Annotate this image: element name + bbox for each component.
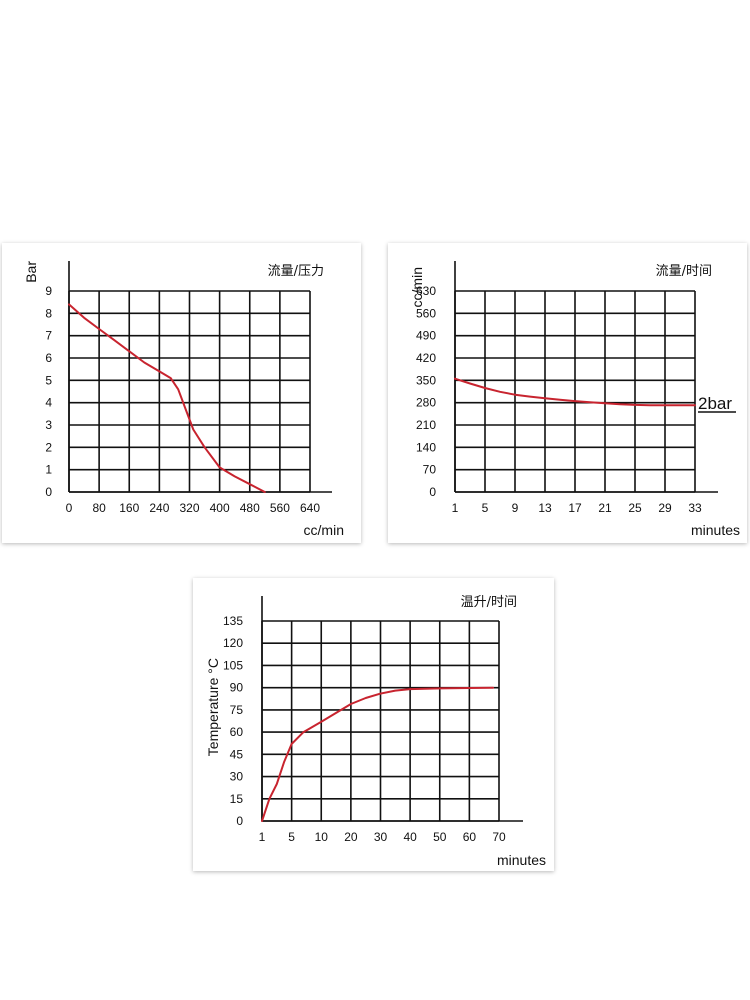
chart3-title: 温升/时间 <box>461 595 517 610</box>
chart2-axes <box>454 261 718 493</box>
chart1-y-tick-label: 8 <box>45 306 52 320</box>
chart2-y-tick-label: 490 <box>416 329 436 343</box>
chart3-series-line <box>261 686 495 822</box>
chart2-y-tick-label: 420 <box>416 351 436 365</box>
chart1-y-tick-label: 5 <box>45 373 52 387</box>
chart1-x-axis-label: cc/min <box>304 522 344 538</box>
flow-time-chart: 1 5 9 13 17 21 25 29 33 0 70 140 210 280 350 420 490 560 6… <box>409 261 740 538</box>
chart1-x-tick-label: 80 <box>92 501 106 515</box>
chart2-y-tick-label: 280 <box>416 396 436 410</box>
chart1-series-line <box>68 303 266 493</box>
chart3-x-tick-label: 20 <box>344 830 358 844</box>
chart1-y-tick-label: 3 <box>45 418 52 432</box>
chart3-y-tick-label: 15 <box>230 792 244 806</box>
chart3-y-tick-label: 90 <box>230 681 244 695</box>
flow-pressure-chart: 0 80 160 240 320 400 480 560 640 0 1 2 3 4 5 6 7 8 9 流量/压力 c… <box>23 261 344 538</box>
chart3-y-tick-label: 30 <box>230 770 244 784</box>
chart1-y-tick-label: 0 <box>45 485 52 499</box>
chart1-grid <box>68 290 311 493</box>
chart3-y-tick-label: 60 <box>230 725 244 739</box>
chart3-x-tick-label: 10 <box>315 830 329 844</box>
chart2-y-tick-label: 140 <box>416 440 436 454</box>
chart2-x-tick-label: 17 <box>568 501 582 515</box>
chart1-y-tick-label: 4 <box>45 396 52 410</box>
chart1-x-tick-label: 0 <box>66 501 73 515</box>
chart3-y-tick-label: 0 <box>236 814 243 828</box>
chart3-axes <box>261 596 523 822</box>
chart3-y-tick-label: 75 <box>230 703 244 717</box>
chart2-annotation: 2bar <box>698 394 732 413</box>
chart3-x-tick-label: 1 <box>259 830 266 844</box>
chart2-y-tick-label: 0 <box>429 485 436 499</box>
chart2-x-tick-label: 5 <box>482 501 489 515</box>
chart1-x-tick-label: 640 <box>300 501 320 515</box>
chart1-y-tick-label: 6 <box>45 351 52 365</box>
chart3-x-axis-label: minutes <box>497 852 546 868</box>
chart3-y-tick-label: 120 <box>223 636 243 650</box>
chart2-x-tick-label: 13 <box>538 501 552 515</box>
chart1-x-tick-label: 160 <box>119 501 139 515</box>
chart2-x-tick-label: 1 <box>452 501 459 515</box>
chart3-x-tick-label: 30 <box>374 830 388 844</box>
chart1-y-axis-label: Bar <box>23 261 39 283</box>
chart1-x-tick-label: 240 <box>149 501 169 515</box>
chart1-y-tick-label: 1 <box>45 463 52 477</box>
chart2-y-tick-label: 70 <box>423 463 437 477</box>
chart2-y-tick-label: 560 <box>416 306 436 320</box>
temperature-time-chart-panel: 1 5 10 20 30 40 50 60 70 0 15 30 45 60 75 90 105 120 135 温升… <box>193 578 554 871</box>
chart1-y-tick-label: 9 <box>45 284 52 298</box>
chart3-x-tick-label: 5 <box>288 830 295 844</box>
chart3-x-tick-label: 40 <box>403 830 417 844</box>
chart1-y-tick-label: 7 <box>45 329 52 343</box>
chart3-y-tick-label: 135 <box>223 614 243 628</box>
chart2-series-line <box>454 377 696 407</box>
chart2-grid <box>454 290 696 493</box>
chart3-y-tick-label: 45 <box>230 747 244 761</box>
chart1-x-tick-label: 320 <box>179 501 199 515</box>
temperature-time-chart: 1 5 10 20 30 40 50 60 700153045607590105120135温升… <box>205 595 546 868</box>
chart3-x-tick-label: 60 <box>463 830 477 844</box>
chart3-x-tick-label: 50 <box>433 830 447 844</box>
chart3-y-axis-label: Temperature °C <box>205 658 221 756</box>
chart2-y-tick-label: 210 <box>416 418 436 432</box>
chart2-x-tick-label: 25 <box>628 501 642 515</box>
chart2-x-tick-label: 33 <box>688 501 702 515</box>
chart2-y-tick-label: 630 <box>416 284 436 298</box>
chart2-x-axis-label: minutes <box>691 522 740 538</box>
chart2-y-axis-label: cc/min <box>409 267 425 307</box>
chart2-x-tick-label: 29 <box>658 501 672 515</box>
chart1-x-tick-label: 560 <box>270 501 290 515</box>
chart3-x-tick-label: 70 <box>492 830 506 844</box>
chart2-y-tick-label: 350 <box>416 373 436 387</box>
chart1-x-tick-label: 400 <box>210 501 230 515</box>
chart3-grid <box>261 620 500 822</box>
chart2-title: 流量/时间 <box>656 264 712 279</box>
chart1-axes <box>68 261 332 493</box>
chart3-y-tick-label: 105 <box>223 658 243 672</box>
chart2-x-tick-label: 9 <box>512 501 519 515</box>
chart2-x-tick-label: 21 <box>598 501 612 515</box>
chart1-x-tick-label: 480 <box>240 501 260 515</box>
flow-time-chart-panel: 1 5 9 13 17 21 25 29 33 0 70 140 210 280 350 420 490 560 6… <box>388 243 747 543</box>
flow-pressure-chart-panel: 0 80 160 240 320 400 480 560 640 0 1 2 3 4 5 6 7 8 9 流量/压力 c… <box>2 243 361 543</box>
chart1-y-tick-label: 2 <box>45 440 52 454</box>
chart1-title: 流量/压力 <box>268 264 324 279</box>
